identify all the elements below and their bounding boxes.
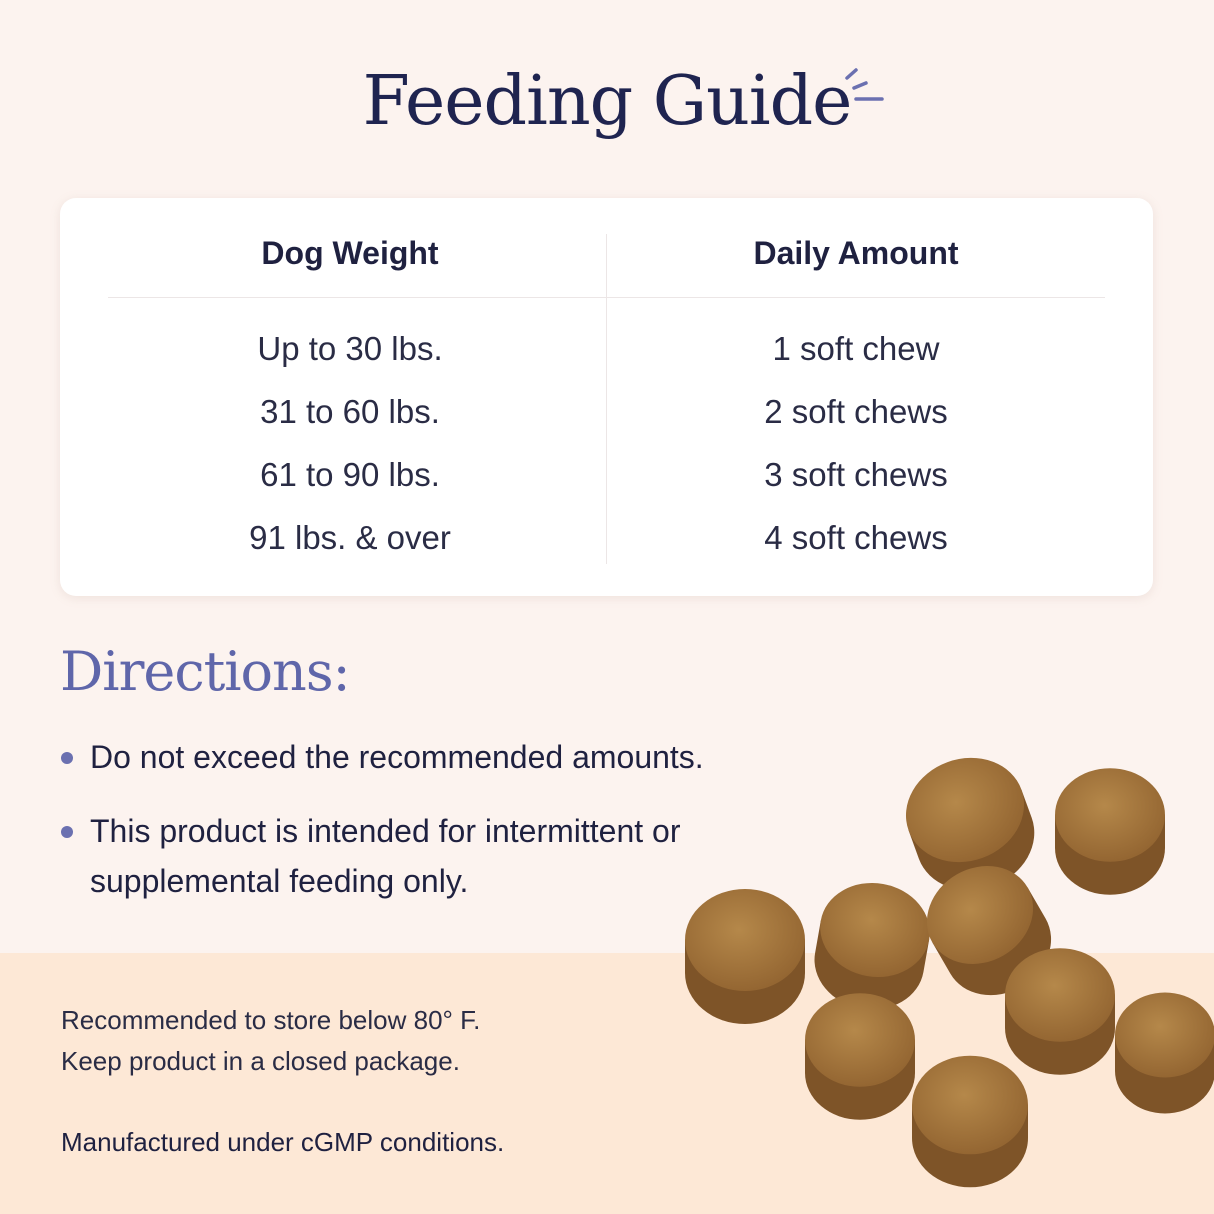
list-item: This product is intended for intermitten…	[60, 806, 750, 906]
table-cell: 31 to 60 lbs.	[260, 393, 440, 430]
table-cell: 61 to 90 lbs.	[260, 456, 440, 493]
soft-chew	[912, 1055, 1028, 1188]
bullet-icon	[61, 752, 73, 764]
table-cell: 2 soft chews	[764, 393, 948, 430]
soft-chew	[805, 993, 915, 1120]
soft-chew	[685, 889, 805, 1024]
soft-chew	[1115, 992, 1214, 1114]
soft-chew	[905, 757, 1035, 891]
daily-amount-column: Daily Amount 1 soft chew 2 soft chews 3 …	[606, 228, 1106, 569]
table-cell: 91 lbs. & over	[249, 519, 451, 556]
page-title: Feeding Guide	[362, 62, 853, 141]
directions-title: Directions:	[60, 640, 351, 703]
list-item: Do not exceed the recommended amounts.	[60, 732, 800, 782]
header-dog-weight: Dog Weight	[261, 235, 439, 271]
dog-weight-column: Dog Weight Up to 30 lbs. 31 to 60 lbs. 6…	[100, 228, 600, 569]
header-divider	[108, 297, 1105, 298]
manufacturing-note: Manufactured under cGMP conditions.	[61, 1127, 505, 1157]
feeding-table: Dog Weight Up to 30 lbs. 31 to 60 lbs. 6…	[60, 198, 1153, 596]
directions-list: Do not exceed the recommended amounts. T…	[60, 732, 800, 930]
soft-chews-image	[685, 757, 1214, 1188]
soft-chew	[1055, 768, 1165, 895]
bullet-icon	[61, 826, 73, 838]
soft-chew	[814, 882, 930, 1010]
table-cell: Up to 30 lbs.	[257, 330, 443, 367]
soft-chew	[1005, 948, 1115, 1075]
column-divider	[606, 234, 607, 564]
table-cell: 4 soft chews	[764, 519, 948, 556]
header-daily-amount: Daily Amount	[753, 235, 959, 271]
table-cell: 3 soft chews	[764, 456, 948, 493]
sparkle-icon	[845, 68, 884, 101]
storage-note: Recommended to store below 80° F.	[61, 1005, 481, 1035]
table-cell: 1 soft chew	[772, 330, 940, 367]
storage-note: Keep product in a closed package.	[61, 1046, 460, 1076]
